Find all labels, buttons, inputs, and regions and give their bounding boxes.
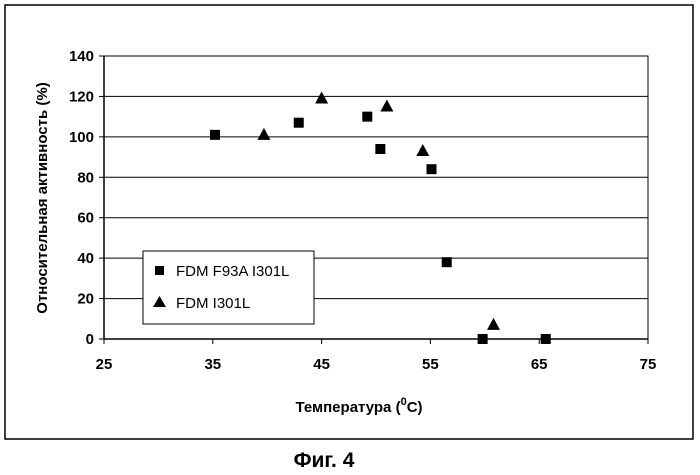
x-tick-label-45: 45 (313, 356, 330, 373)
y-tick-label-0: 0 (86, 331, 94, 348)
legend-label-series-1: FDM F93A I301L (176, 263, 289, 280)
marker-series-1-point-4 (375, 144, 385, 154)
y-tick-label-60: 60 (77, 210, 94, 227)
x-tick-label-65: 65 (531, 356, 548, 373)
legend-square-marker (155, 266, 164, 275)
figure-caption: Фиг. 4 (294, 449, 355, 472)
x-axis-title-main: Температура ( (295, 399, 400, 416)
marker-series-1-point-1 (210, 130, 220, 140)
x-tick-label-55: 55 (422, 356, 439, 373)
x-tick-label-25: 25 (96, 356, 113, 373)
legend-label-series-2: FDM I301L (176, 295, 250, 312)
y-tick-label-40: 40 (77, 250, 94, 267)
y-tick-label-80: 80 (77, 169, 94, 186)
marker-series-1-point-6 (442, 257, 452, 267)
y-tick-label-20: 20 (77, 291, 94, 308)
legend: FDM F93A I301L FDM I301L (143, 251, 314, 324)
marker-series-1-point-3 (362, 112, 372, 122)
y-tick-label-140: 140 (69, 48, 94, 65)
x-tick-label-75: 75 (640, 356, 657, 373)
x-tick-label-35: 35 (204, 356, 221, 373)
x-axis-title-tail: C) (407, 399, 423, 416)
marker-series-1-point-5 (426, 164, 436, 174)
y-axis-title: Относительная активность (%) (34, 82, 51, 313)
marker-series-1-point-2 (294, 118, 304, 128)
y-tick-label-100: 100 (69, 129, 94, 146)
legend-box (143, 251, 314, 324)
y-tick-label-120: 120 (69, 88, 94, 105)
